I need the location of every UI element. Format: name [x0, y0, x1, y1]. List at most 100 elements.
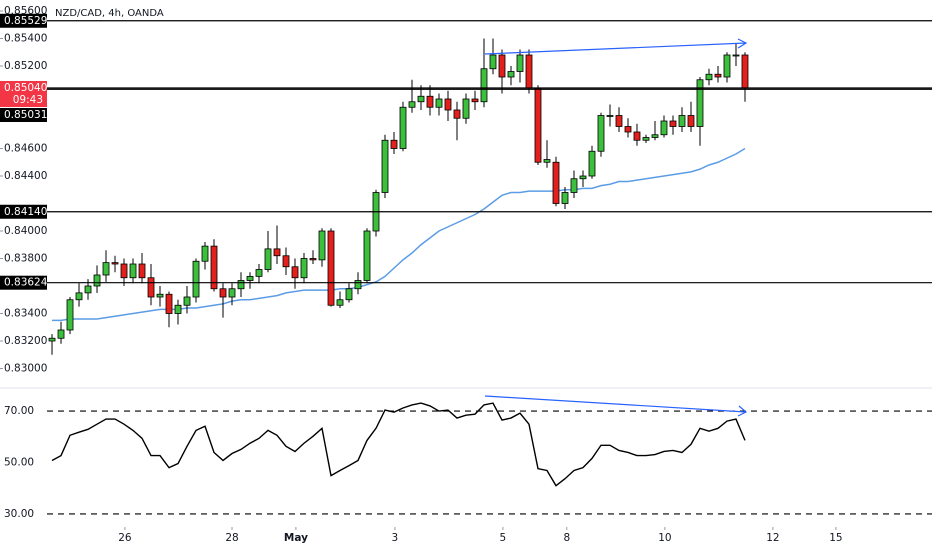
- trend-line: [484, 395, 747, 413]
- y-tick-label: 0.84600: [4, 143, 47, 155]
- candle-body: [192, 260, 200, 298]
- candle-body: [408, 101, 416, 108]
- candle-body: [282, 255, 290, 268]
- level-label: 0.85529: [4, 15, 47, 27]
- candle-body: [678, 115, 686, 127]
- candle-body: [66, 299, 74, 331]
- y-tick-label: 0.83800: [4, 253, 47, 265]
- candle-body: [570, 178, 578, 193]
- candle-body: [84, 285, 92, 294]
- candle-body: [390, 139, 398, 149]
- candle-body: [498, 54, 506, 78]
- chart-title: NZD/CAD, 4h, OANDA: [55, 8, 164, 19]
- candle-body: [543, 159, 551, 163]
- y-tick-label: 0.85200: [4, 60, 47, 72]
- candle-body: [246, 275, 254, 281]
- trend-line: [484, 42, 747, 55]
- axis-labels: 0.856000.854000.852000.846000.844000.840…: [0, 5, 843, 544]
- x-tick-label: 8: [563, 532, 570, 544]
- y-tick-label: 70.00: [4, 405, 34, 417]
- level-label: 0.84140: [4, 206, 47, 218]
- candle-body: [201, 245, 209, 262]
- x-tick-label: 15: [829, 532, 842, 544]
- candle-body: [291, 266, 299, 279]
- candle-body: [102, 262, 110, 276]
- candle-body: [642, 137, 650, 141]
- candle-body: [165, 293, 173, 314]
- candle-body: [534, 87, 542, 163]
- x-tick-label: 5: [500, 532, 507, 544]
- candle-body: [606, 115, 614, 117]
- candle-body: [597, 115, 605, 152]
- candle-body: [561, 192, 569, 204]
- level-label-box: [0, 108, 47, 122]
- candle-body: [579, 175, 587, 180]
- level-label-box: [0, 204, 47, 219]
- candle-body: [75, 292, 83, 301]
- y-tick-label: 0.83000: [4, 363, 47, 375]
- arrow-head: [737, 38, 748, 49]
- candle-body: [651, 134, 659, 138]
- x-tick-label: 26: [118, 532, 132, 544]
- candle-body: [120, 263, 128, 279]
- candle-body: [183, 296, 191, 306]
- candle-body: [687, 115, 695, 127]
- candle-body: [219, 288, 227, 298]
- candle-body: [462, 98, 470, 119]
- level-label: 0.83624: [4, 277, 48, 289]
- candle-body: [156, 293, 164, 298]
- x-tick-label: 28: [225, 532, 238, 544]
- candle-body: [435, 98, 443, 108]
- y-tick-label: 50.00: [4, 457, 34, 469]
- candle-body: [210, 245, 218, 290]
- countdown: 09:43: [13, 94, 43, 106]
- y-tick-label: 0.83200: [4, 335, 47, 347]
- candle-body: [147, 277, 155, 298]
- candle-body: [426, 95, 434, 108]
- candle-body: [552, 161, 560, 204]
- candle-body: [354, 280, 362, 290]
- x-tick-label: 3: [392, 532, 399, 544]
- candle-body: [714, 73, 722, 78]
- candle-body: [228, 288, 236, 298]
- candle-body: [111, 262, 119, 265]
- candle-body: [732, 54, 740, 57]
- candle-body: [255, 269, 263, 277]
- arrow-head: [737, 405, 748, 417]
- candle-body: [696, 79, 704, 127]
- candle-body: [507, 71, 515, 78]
- candle-body: [588, 150, 596, 177]
- candle-body: [57, 329, 65, 339]
- candle-body: [309, 258, 317, 261]
- candle-body: [516, 54, 524, 72]
- y-tick-label: 30.00: [4, 508, 34, 520]
- candle-body: [264, 248, 272, 270]
- candle-body: [138, 263, 146, 279]
- candle-body: [318, 230, 326, 261]
- candle-body: [471, 98, 479, 103]
- x-tick-label: 10: [658, 532, 671, 544]
- candle-body: [444, 98, 452, 111]
- candle-body: [381, 139, 389, 193]
- moving-average: [52, 147, 746, 322]
- candle-body: [525, 54, 533, 89]
- candle-body: [336, 299, 344, 306]
- candle-body: [669, 120, 677, 127]
- candle-body: [93, 274, 101, 287]
- candle-body: [624, 126, 632, 133]
- candle-body: [129, 263, 137, 279]
- x-tick-label: 12: [766, 532, 779, 544]
- candle-body: [480, 68, 488, 103]
- y-tick-label: 0.85400: [4, 33, 47, 45]
- rsi-line: [51, 402, 746, 487]
- candle-body: [363, 230, 371, 281]
- candle-body: [633, 131, 641, 141]
- candle-body: [237, 280, 245, 290]
- y-tick-label: 0.84000: [4, 225, 47, 237]
- candle-body: [615, 115, 623, 127]
- candle-body: [345, 288, 353, 301]
- level-label: 0.85040: [4, 82, 47, 94]
- candle-body: [660, 120, 668, 136]
- candle-body: [705, 73, 713, 81]
- candle-body: [327, 230, 335, 306]
